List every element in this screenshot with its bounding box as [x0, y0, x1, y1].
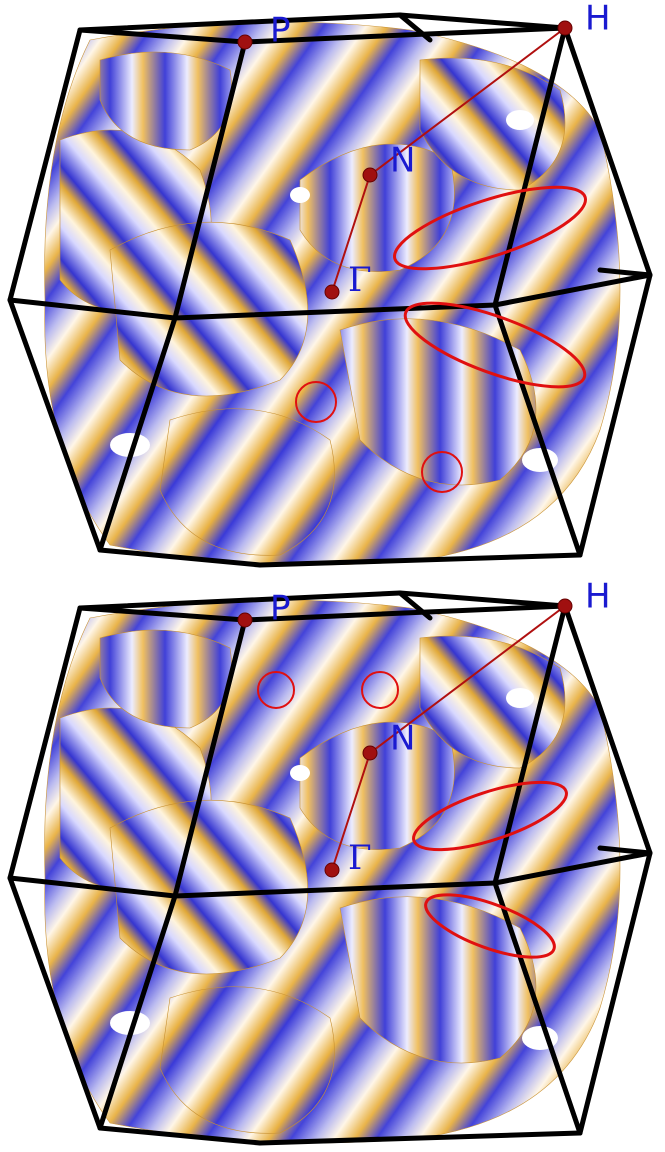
k-point-label: H	[585, 577, 611, 617]
surface-hole	[290, 765, 310, 781]
panel: P H N Γ	[10, 0, 650, 565]
k-point	[238, 35, 252, 49]
k-point-label: P	[270, 11, 291, 51]
k-point-label: P	[270, 589, 291, 629]
k-point-label: Γ	[348, 260, 372, 300]
fermi-surface	[110, 222, 308, 396]
k-point	[558, 21, 572, 35]
k-point	[238, 613, 252, 627]
k-point-label: N	[390, 141, 415, 181]
brillouin-zone-edge	[400, 15, 565, 28]
k-point	[363, 746, 377, 760]
surface-hole	[506, 688, 534, 708]
surface-hole	[290, 187, 310, 203]
k-point	[325, 285, 339, 299]
brillouin-zone-edge	[400, 593, 565, 606]
fermi-surface	[110, 800, 308, 974]
surface-hole	[506, 110, 534, 130]
k-point	[363, 168, 377, 182]
figure: P H N Γ P H N Γ	[0, 0, 665, 1152]
k-point-label: Γ	[348, 838, 372, 878]
k-point	[325, 863, 339, 877]
panel: P H N Γ	[10, 577, 650, 1144]
k-point-label: N	[390, 719, 415, 759]
k-point-label: H	[585, 0, 611, 39]
k-point	[558, 599, 572, 613]
